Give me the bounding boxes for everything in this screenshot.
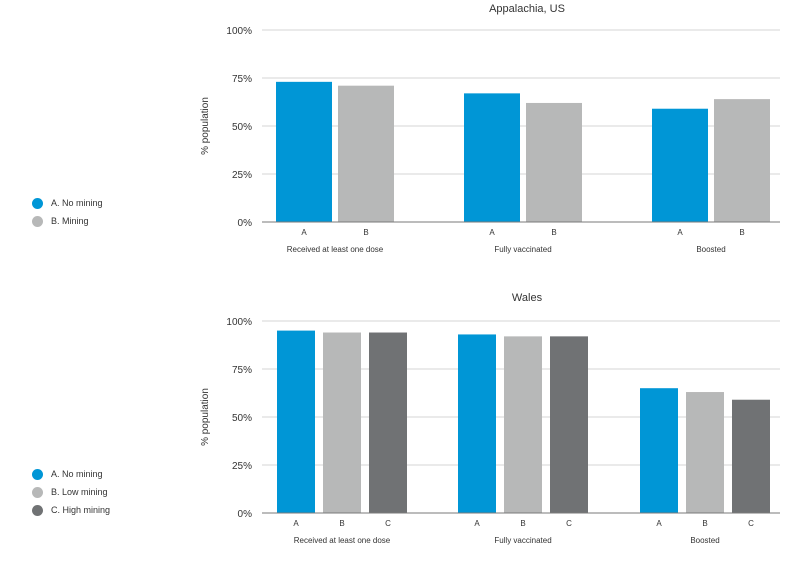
appalachia-bar-tick-label: A [489,228,495,237]
wales-bar-b [504,336,542,513]
wales-legend: A. No mining B. Low mining C. High mining [32,465,110,519]
appalachia-bar-a [652,108,708,222]
legend-label: B. Mining [51,216,89,226]
legend-label: A. No mining [51,198,103,208]
wales-bar-tick-label: C [748,519,754,528]
wales-bar-tick-label: C [566,519,572,528]
wales-bar-b [686,392,724,513]
appalachia-y-tick-label: 100% [226,26,252,37]
wales-bar-tick-label: B [339,519,344,528]
appalachia-bar-chart: Appalachia, US 0% 25% 50% 75% 100% % populatio… [200,3,780,254]
legend-swatch [32,468,43,480]
legend-label: A. No mining [51,469,103,479]
appalachia-y-tick-label: 0% [238,218,253,229]
appalachia-chart-title: Appalachia, US [489,3,565,15]
wales-y-tick-label: 100% [226,317,252,328]
wales-bar-tick-label: A [293,519,299,528]
wales-bar-b [323,332,361,513]
legend-item: B. Mining [32,212,103,230]
appalachia-legend: A. No mining B. Mining [32,194,103,230]
legend-swatch [32,197,43,209]
wales-group-label: Received at least one dose [294,536,391,545]
wales-bar-c [550,336,588,513]
wales-group-label: Boosted [690,536,719,545]
wales-y-tick-label: 75% [232,365,252,376]
wales-group-label: Fully vaccinated [494,536,551,545]
wales-bar-c [732,399,770,513]
legend-item: C. High mining [32,501,110,519]
appalachia-bar-tick-label: A [677,228,683,237]
appalachia-chart-panel: Appalachia, US 0% 25% 50% 75% 100% % populatio… [32,3,780,254]
wales-bar-a [640,388,678,513]
wales-bar-tick-label: B [702,519,707,528]
appalachia-y-tick-label: 50% [232,122,252,133]
wales-bar-tick-label: C [385,519,391,528]
legend-label: B. Low mining [51,487,108,497]
appalachia-bar-tick-label: B [363,228,368,237]
legend-item: A. No mining [32,194,103,212]
legend-label: C. High mining [51,505,111,515]
appalachia-y-tick-label: 25% [232,170,252,181]
appalachia-bar-b [526,102,582,222]
legend-swatch [32,504,43,516]
wales-y-tick-label: 25% [232,461,252,472]
wales-bar-tick-label: B [520,519,525,528]
legend-swatch [32,486,43,498]
appalachia-bar-a [464,93,520,222]
wales-y-tick-label: 0% [238,509,253,520]
appalachia-bar-tick-label: B [551,228,556,237]
wales-bar-chart: Wales 0% 25% 50% 75% 100% % population A B C Recei… [200,292,780,545]
appalachia-bar-tick-label: A [301,228,307,237]
wales-bar-c [369,332,407,513]
appalachia-group-label: Boosted [696,245,725,254]
wales-bar-a [458,334,496,513]
appalachia-group-label: Fully vaccinated [494,245,551,254]
wales-bar-tick-label: A [474,519,480,528]
wales-bar-a [277,330,315,513]
wales-y-tick-label: 50% [232,413,252,424]
appalachia-bar-b [338,85,394,223]
wales-bar-tick-label: A [656,519,662,528]
wales-y-axis-label: % population [200,388,211,446]
appalachia-bar-b [714,99,770,222]
wales-chart-panel: Wales 0% 25% 50% 75% 100% % population A B C Recei… [0,282,800,564]
appalachia-y-tick-label: 75% [232,74,252,85]
appalachia-y-axis-label: % population [200,97,211,155]
appalachia-bar-tick-label: B [739,228,744,237]
legend-item: A. No mining [32,465,110,483]
wales-chart-title: Wales [512,292,543,304]
legend-swatch [32,215,43,227]
appalachia-bar-a [276,81,332,222]
appalachia-group-label: Received at least one dose [287,245,384,254]
legend-item: B. Low mining [32,483,110,501]
